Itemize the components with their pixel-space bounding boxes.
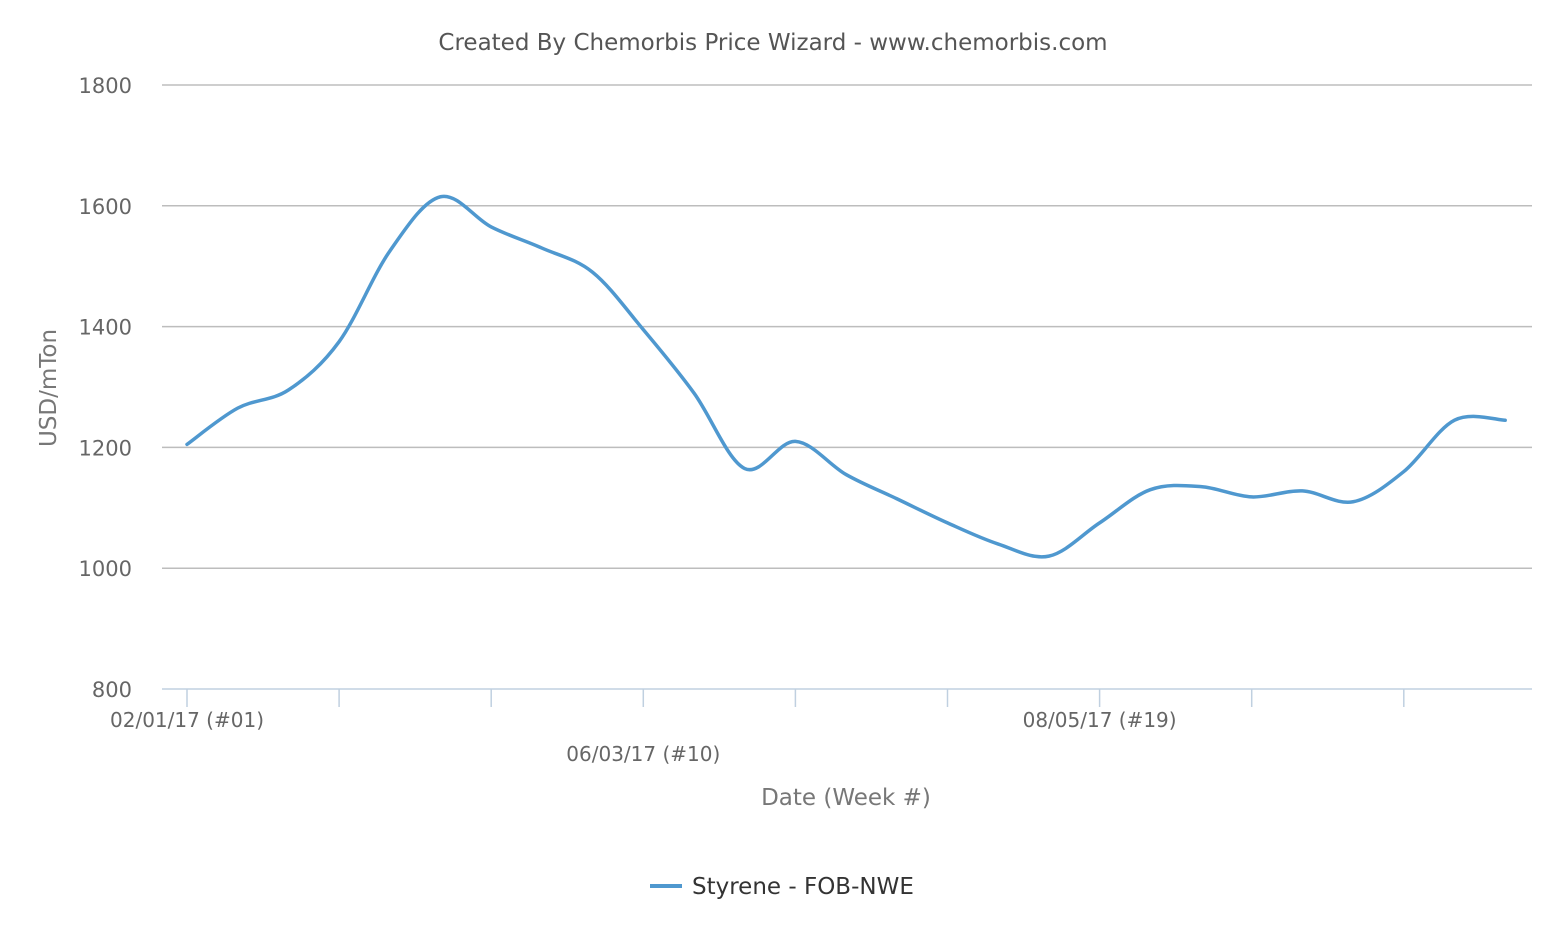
y-tick-label-1800: 1800 — [79, 74, 132, 98]
y-axis-title: USD/mTon — [36, 329, 62, 447]
gridlines — [162, 84, 1532, 569]
legend-label-styrene[interactable]: Styrene - FOB-NWE — [692, 874, 914, 900]
x-tick-label-week-10: 06/03/17 (#10) — [566, 742, 720, 766]
x-axis-ticks: 02/01/17 (#01) 06/03/17 (#10) 08/05/17 (#1… — [110, 689, 1405, 766]
legend[interactable]: Styrene - FOB-NWE — [650, 874, 914, 900]
y-tick-label-1400: 1400 — [79, 316, 132, 340]
y-tick-label-1200: 1200 — [79, 436, 132, 460]
y-tick-label-1000: 1000 — [79, 557, 132, 581]
y-tick-label-800: 800 — [92, 678, 132, 702]
x-tick-label-week-19: 08/05/17 (#19) — [1023, 708, 1177, 732]
x-axis-title: Date (Week #) — [761, 785, 931, 811]
y-axis-ticks: 800 1000 1200 1400 1600 1800 — [79, 74, 132, 702]
series-line-0[interactable] — [185, 194, 1507, 559]
x-tick-label-week-1: 02/01/17 (#01) — [110, 708, 264, 732]
y-tick-label-1600: 1600 — [79, 195, 132, 219]
series-lines — [185, 194, 1507, 559]
chart-title: Created By Chemorbis Price Wizard - www.… — [438, 30, 1107, 56]
